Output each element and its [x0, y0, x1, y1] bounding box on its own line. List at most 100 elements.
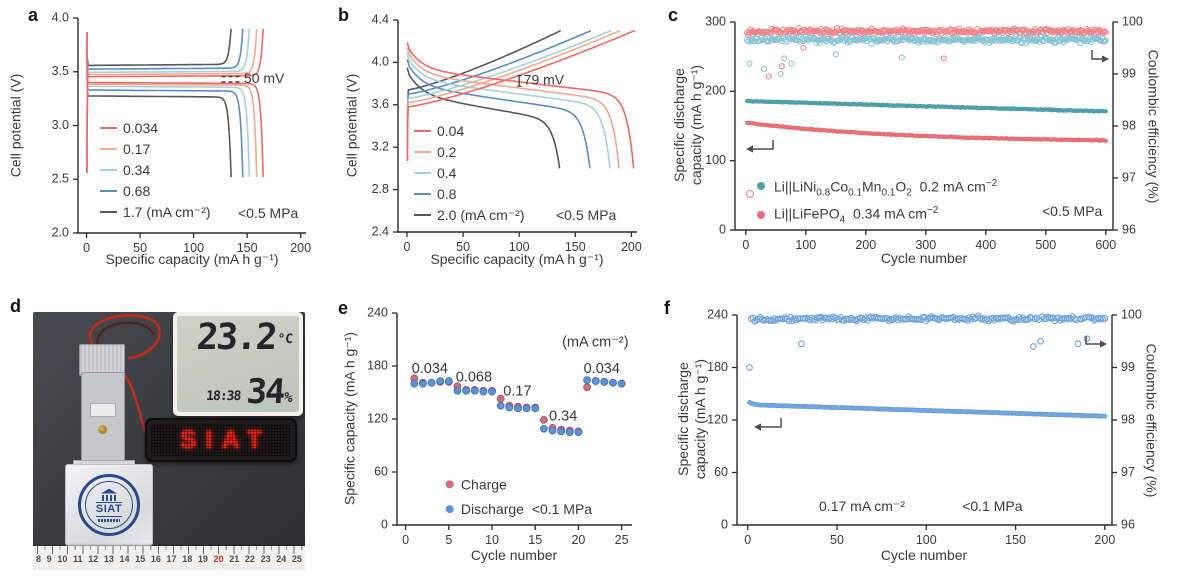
y-tick-label: 200 [705, 84, 726, 98]
legend-label-lncm: Li||LiNi0.8Co0.1Mn0.1O2 0.2 mA cm−2 [774, 177, 998, 199]
ruler-number: 13 [103, 554, 114, 564]
legend-label: 0.34 [123, 162, 150, 178]
right-y-tick-label: 100 [1121, 307, 1142, 321]
discharge-curve-0.34 [86, 31, 251, 178]
y-tick-label: 2.0 [52, 225, 69, 239]
y-tick-label: 0 [719, 222, 726, 236]
panel-a-yaxis-title: Cell potential (V) [7, 73, 24, 178]
legend-label-lfp: Li||LiFePO4 0.34 mA cm−2 [774, 204, 939, 226]
x-tick-label: 100 [916, 533, 937, 547]
arrowhead-icon [1100, 340, 1107, 348]
photo-panel: 23.2 °C 18:38 34 % SIAT SIAT [33, 312, 305, 570]
panel-c-chart: 0 100 200 300 400 500 600 0 100 200 300 96 97 98 99 100… [705, 14, 1143, 252]
y-tick-label: 2.4 [372, 224, 389, 238]
arrowhead-icon [746, 145, 753, 153]
ruler-number: 11 [73, 554, 83, 564]
y-tick-label: 60 [714, 465, 728, 479]
pressure-label: <0.5 MPa [556, 207, 617, 223]
ruler-number: 9 [46, 554, 52, 564]
x-tick-label: 150 [565, 240, 586, 254]
ruler-number: 19 [197, 554, 208, 564]
panel-b-yaxis-title: Cell potential (V) [343, 73, 360, 178]
discharge-curve-0.2 [406, 47, 620, 169]
clock-humidity-readout: 18:38 34 % [182, 372, 294, 412]
panel-c-legend: Li||LiNi0.8Co0.1Mn0.1O2 0.2 mA cm−2 Li||… [746, 176, 1076, 230]
ruler-number: 24 [276, 554, 287, 564]
y-tick-label: 100 [705, 153, 726, 167]
x-tick-label: 0 [403, 240, 410, 254]
discharge-point [505, 403, 514, 412]
ruler-number: 23 [260, 554, 271, 564]
humidity-unit: % [283, 390, 294, 406]
siat-seal-inner: SIAT [85, 481, 133, 529]
legend-item-lncm: Li||LiNi0.8Co0.1Mn0.1O2 0.2 mA cm−2 [746, 176, 1076, 200]
discharge-curve-0.17 [86, 31, 258, 178]
discharge-point [565, 428, 574, 437]
right-y-tick-label: 97 [1121, 465, 1135, 479]
series-lfp-capacity [744, 120, 1108, 143]
discharge-point [557, 427, 566, 436]
pressure-label: <0.5 MPa [1042, 203, 1103, 219]
panel-b-xaxis-title: Specific capacity (mA h g⁻¹) [430, 251, 604, 267]
panel-e-chart: 0 5 10 15 20 25 0 60 120 180 240 0.034 0.068 0.17 0.34… [367, 305, 632, 547]
filled-circle-marker-teal-icon [757, 182, 765, 190]
arrowhead-icon [754, 423, 761, 431]
y-tick-label: 240 [707, 307, 728, 321]
x-tick-label: 400 [975, 238, 996, 252]
discharge-curve-0.8 [406, 59, 591, 169]
panel-f-yaxis-left-title: Specific discharge capacity (mA h g⁻¹) [675, 358, 708, 480]
right-y-tick-label: 97 [1122, 170, 1136, 184]
discharge-point [479, 387, 488, 396]
filled-circle-marker-red-icon [757, 211, 765, 219]
red-wire [88, 314, 161, 360]
panel-label-e: e [338, 298, 349, 318]
charge-point [583, 383, 591, 392]
x-tick-label: 100 [795, 238, 816, 252]
x-tick-label: 5 [445, 533, 452, 547]
discharge-point [600, 377, 609, 386]
ruler: 8 9 10 11 12 13 14 15 16 17 18 19 20 21 22 23 24 25 [33, 546, 305, 570]
discharge-curve-0.04 [406, 42, 635, 169]
temple-columns-icon [102, 494, 116, 501]
discharge-point [410, 379, 419, 388]
y-tick-label: 2.5 [52, 172, 69, 186]
ruler-number: 16 [150, 554, 161, 564]
panel-c-xaxis-title: Cycle number [880, 250, 968, 266]
axis-indicator-arrow [761, 418, 782, 428]
legend-label: 0.17 [123, 141, 150, 157]
x-tick-label: 500 [1035, 238, 1056, 252]
panel-label-d: d [10, 296, 21, 316]
legend-item-lfp: Li||LiFePO4 0.34 mA cm−2 [746, 203, 1076, 227]
units-label: (mA cm⁻²) [562, 334, 628, 350]
y-tick-label: 60 [374, 464, 388, 478]
x-tick-label: 200 [855, 238, 876, 252]
x-tick-label: 0 [742, 238, 749, 252]
y-tick-label: 4.0 [372, 55, 389, 69]
legend-label: 1.7 (mA cm⁻²) [123, 204, 211, 220]
humidity-value: 34 [245, 372, 285, 412]
y-tick-label: 240 [367, 305, 388, 319]
clamp-screw [98, 425, 107, 434]
panel-label-c: c [668, 5, 679, 25]
axis-frame [736, 315, 1113, 526]
discharge-curve-0.4 [406, 52, 611, 169]
rate-label: 0.17 [503, 384, 531, 400]
panel-label-b: b [338, 5, 349, 25]
discharge-point [531, 404, 540, 413]
series-coulombic-efficiency [746, 312, 1109, 371]
ruler-number: 18 [182, 554, 193, 564]
rate-label: 0.17 mA cm⁻² [819, 498, 905, 514]
x-tick-label: 200 [621, 240, 642, 254]
x-tick-label: 300 [915, 238, 936, 252]
charge-curve-0.17 [86, 28, 258, 173]
overpotential-label: 50 mV [244, 70, 285, 86]
y-tick-label: 180 [707, 360, 728, 374]
discharge-curve-2.0 (mA cm⁻²) [406, 67, 561, 169]
ruler-number: 22 [244, 554, 255, 564]
right-y-tick-label: 98 [1121, 412, 1135, 426]
right-y-tick-label: 96 [1121, 517, 1135, 531]
pressure-label: <0.5 MPa [238, 205, 299, 221]
ruler-number: 14 [119, 554, 130, 564]
